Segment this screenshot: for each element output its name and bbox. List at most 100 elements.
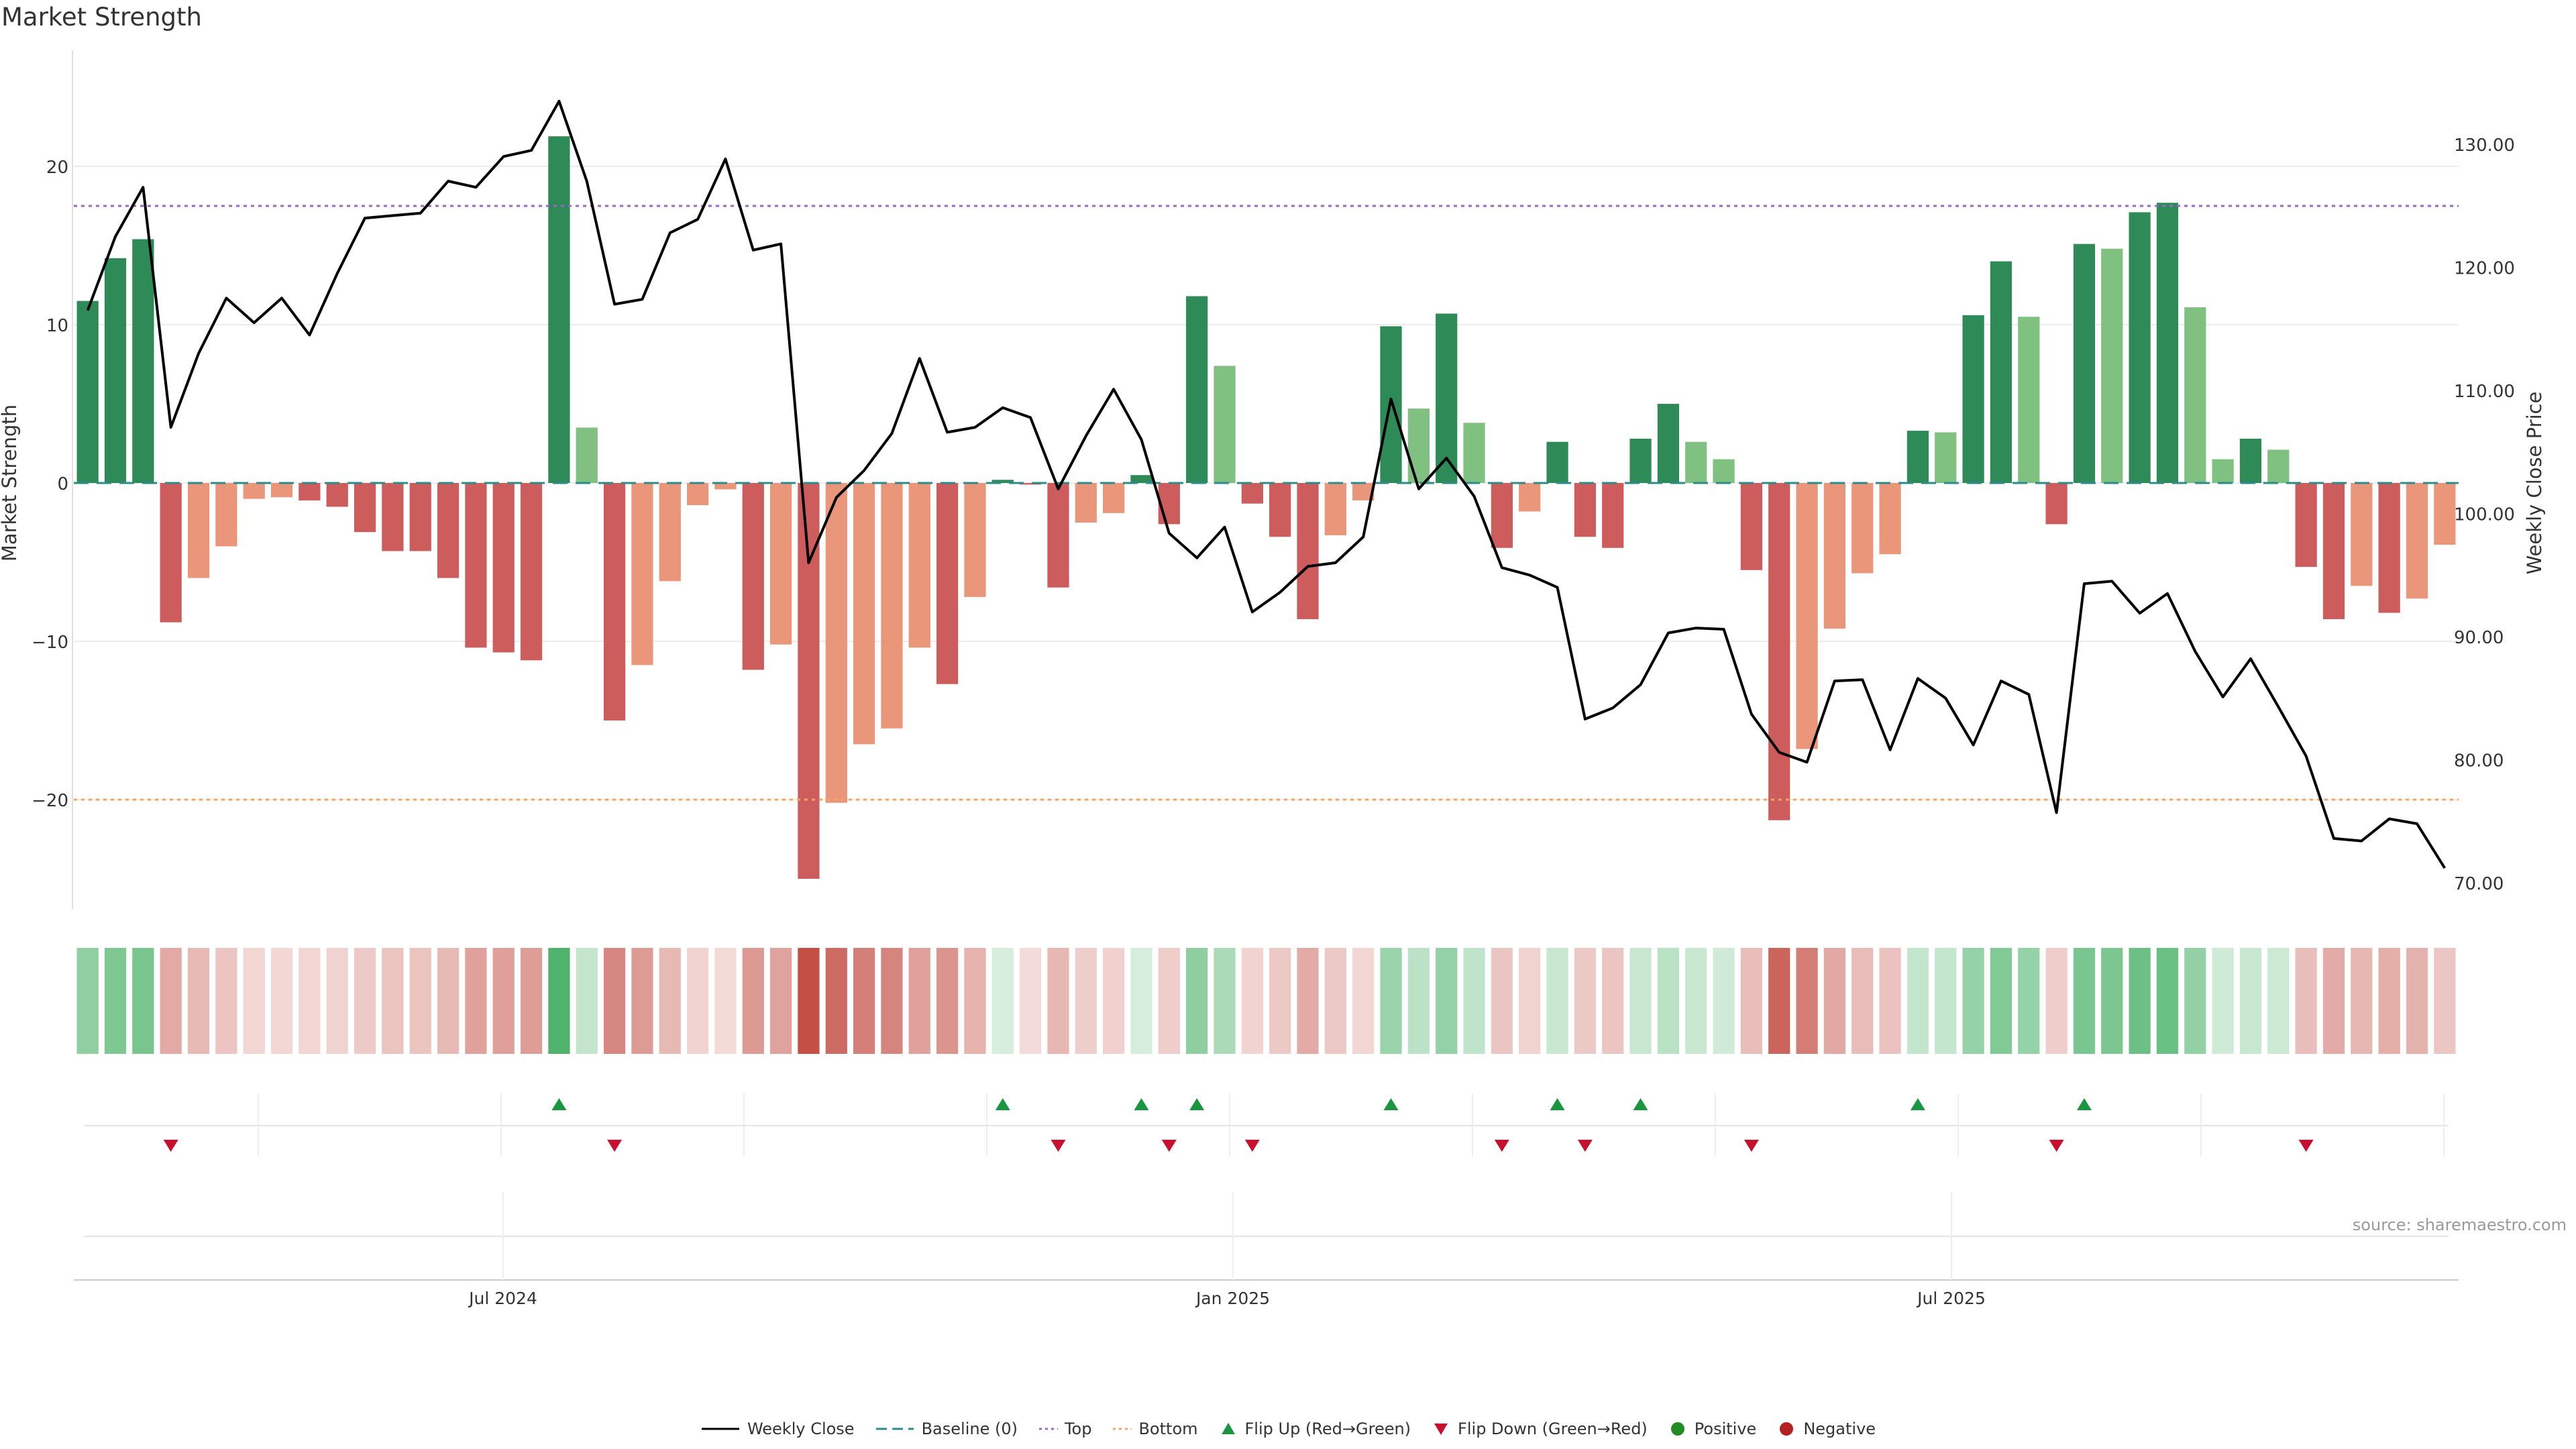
legend-item: Flip Down (Green→Red): [1431, 1419, 1648, 1438]
legend-label: Flip Down (Green→Red): [1458, 1419, 1648, 1438]
heat-cell: [132, 948, 154, 1054]
strength-bar: [603, 483, 626, 720]
heat-cell: [1907, 948, 1929, 1054]
strength-bar: [2351, 483, 2373, 586]
strength-bar: [1186, 296, 1208, 483]
reference-lines: [74, 205, 2459, 801]
strength-bar: [2239, 438, 2262, 483]
heat-cell: [1740, 948, 1763, 1054]
heat-cell: [2129, 948, 2151, 1054]
heat-cell: [492, 948, 515, 1054]
heat-cell: [1602, 948, 1624, 1054]
strength-bar: [853, 483, 875, 745]
flip-down-marker: [163, 1140, 178, 1152]
y-right-tick-label: 90.00: [2454, 628, 2504, 648]
heat-cell: [2073, 948, 2096, 1054]
heat-cell: [1574, 948, 1596, 1054]
legend-symbol-icon: [1113, 1428, 1132, 1430]
legend-label: Positive: [1694, 1419, 1757, 1438]
heat-cell: [603, 948, 626, 1054]
flip-down-marker: [1051, 1140, 1066, 1152]
strength-bar: [825, 483, 847, 803]
strength-bar: [1657, 404, 1680, 483]
heat-cell: [659, 948, 681, 1054]
strength-bar: [1907, 431, 1929, 483]
legend-item: Top: [1038, 1419, 1091, 1438]
heat-cell: [1713, 948, 1735, 1054]
strength-bar: [2267, 449, 2290, 483]
flip-down-marker: [1577, 1140, 1593, 1152]
strength-bar: [1796, 483, 1818, 749]
strength-bar: [160, 483, 182, 623]
heat-cell: [1962, 948, 1984, 1054]
legend-label: Flip Up (Red→Green): [1244, 1419, 1411, 1438]
flip-up-marker: [995, 1098, 1010, 1110]
heat-cell: [908, 948, 930, 1054]
strength-heat-strip: [76, 948, 2456, 1054]
heat-cell: [2239, 948, 2262, 1054]
y-axis-left-label: Market Strength: [0, 405, 21, 561]
heat-cell: [2322, 948, 2345, 1054]
heat-cell: [2406, 948, 2428, 1054]
heat-cell: [382, 948, 404, 1054]
legend-symbol-icon: [1038, 1428, 1058, 1430]
y-left-tick-label: −10: [32, 633, 68, 653]
strength-bar: [2378, 483, 2400, 613]
legend-item: Bottom: [1112, 1419, 1198, 1438]
y-right-tick-label: 80.00: [2454, 751, 2504, 771]
heat-cell: [1047, 948, 1069, 1054]
legend-symbol-icon: [1670, 1422, 1684, 1436]
heat-cell: [714, 948, 737, 1054]
heat-cell: [354, 948, 376, 1054]
x-tick-label: Jul 2024: [468, 1289, 537, 1308]
heat-cell: [853, 948, 875, 1054]
flip-up-marker: [1134, 1098, 1149, 1110]
heat-cell: [1519, 948, 1541, 1054]
heat-cell: [1130, 948, 1152, 1054]
y-right-tick-label: 100.00: [2454, 505, 2515, 525]
heat-cell: [2295, 948, 2317, 1054]
strength-bar: [1629, 438, 1652, 483]
source-note: source: sharemaestro.com: [2352, 1216, 2567, 1234]
heat-cell: [2101, 948, 2123, 1054]
legend-item: Weekly Close: [700, 1419, 855, 1438]
strength-bar: [1463, 423, 1485, 483]
y-axis-right-label: Weekly Close Price: [2523, 392, 2546, 575]
legend-symbol-icon: [1434, 1424, 1448, 1435]
heat-cell: [437, 948, 460, 1054]
heat-cell: [76, 948, 99, 1054]
strength-bar: [2322, 483, 2345, 619]
y-left-tick-label: 0: [57, 474, 68, 494]
strength-bar: [76, 301, 99, 483]
strength-bar: [1241, 483, 1263, 504]
heat-cell: [1103, 948, 1125, 1054]
y-right-tick-label: 110.00: [2454, 382, 2515, 402]
flip-down-marker: [1161, 1140, 1177, 1152]
legend-label: Baseline (0): [921, 1419, 1018, 1438]
heat-cell: [409, 948, 431, 1054]
heat-cell: [1629, 948, 1652, 1054]
strength-bar: [1685, 441, 1707, 483]
heat-cell: [215, 948, 237, 1054]
legend-label: Negative: [1803, 1419, 1876, 1438]
strength-bar: [548, 136, 570, 483]
heat-cell: [2184, 948, 2206, 1054]
strength-bar: [187, 483, 210, 578]
strength-bar: [1879, 483, 1901, 555]
heat-cell: [1546, 948, 1568, 1054]
heat-cell: [1297, 948, 1319, 1054]
heat-cell: [1935, 948, 1957, 1054]
heat-cell: [1241, 948, 1263, 1054]
strength-bar: [1158, 483, 1180, 525]
strength-bar: [1713, 459, 1735, 483]
strength-bar: [1103, 483, 1125, 513]
heat-cell: [2378, 948, 2400, 1054]
heat-cell: [686, 948, 709, 1054]
heat-cell: [1796, 948, 1818, 1054]
flip-down-marker: [607, 1140, 623, 1152]
legend-item: Baseline (0): [875, 1419, 1018, 1438]
heat-cell: [2156, 948, 2179, 1054]
heat-cell: [299, 948, 321, 1054]
strength-bar: [1297, 483, 1319, 619]
